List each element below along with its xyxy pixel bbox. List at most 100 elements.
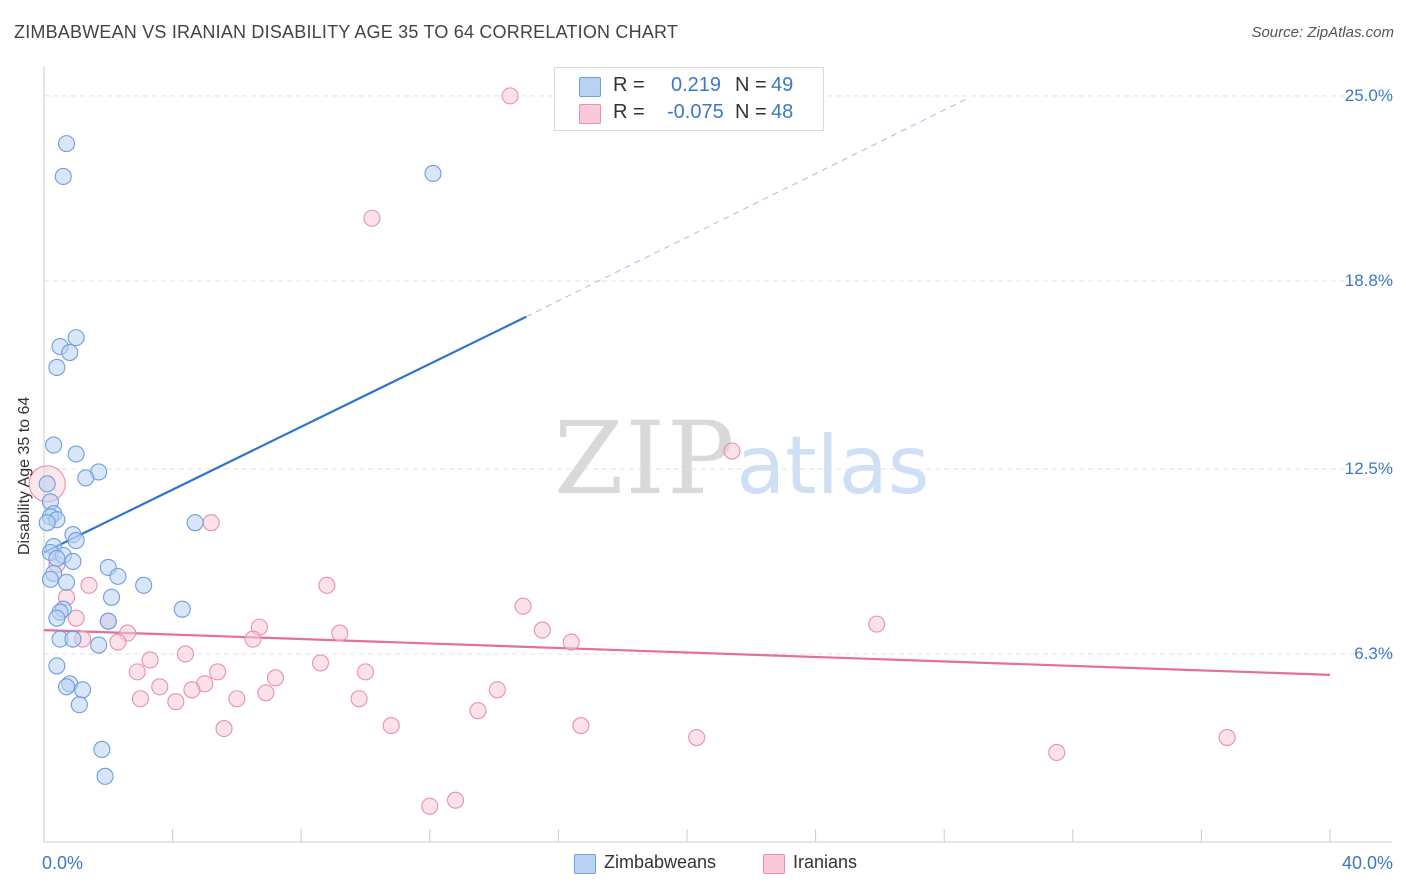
iranian-point	[469, 702, 487, 720]
stat-n-value: 48	[771, 101, 794, 123]
zimbabwean-point	[109, 567, 127, 585]
correlation-stats-box: R = 0.219 N = 49 R = -0.075 N = 48	[554, 67, 824, 131]
watermark: ZIPatlas	[554, 400, 930, 517]
iranian-point	[167, 693, 185, 711]
iranian-point	[244, 630, 262, 648]
zimbabwean-point	[57, 678, 76, 696]
iranian-point	[318, 576, 336, 594]
legend-label-zimbabweans: Zimbabweans	[604, 852, 717, 872]
iranian-point	[128, 663, 146, 681]
zimbabwean-point	[48, 609, 66, 627]
legend-item-zimbabweans[interactable]: Zimbabweans	[574, 852, 764, 876]
iranian-point	[501, 87, 519, 105]
legend-item-iranians[interactable]: Iranians	[763, 852, 903, 876]
iranian-point	[1048, 743, 1066, 762]
zimbabwean-trend-line	[43, 315, 527, 554]
stat-r-label: R =	[613, 101, 645, 123]
iranian-point	[446, 791, 465, 809]
watermark-zip: ZIP	[554, 400, 737, 517]
iranian-point	[488, 681, 506, 699]
iranian-point	[350, 690, 368, 708]
iranian-point	[723, 442, 741, 460]
iranian-point	[514, 597, 532, 615]
iranian-point	[363, 209, 381, 227]
zimbabwean-point	[67, 445, 85, 463]
zimbabwean-point	[67, 329, 85, 347]
zimbabwean-point	[48, 358, 66, 377]
zimbabwean-point	[74, 681, 92, 699]
zimbabwean-point	[77, 469, 95, 487]
iranian-point	[67, 609, 85, 627]
iranian-point	[141, 651, 159, 669]
stat-n-label: N =	[735, 101, 767, 123]
legend-swatch-iranians	[763, 854, 785, 874]
stat-r-value: 0.219	[671, 74, 722, 96]
y-tick-label: 25.0%	[1345, 86, 1393, 105]
zimbabwean-point	[90, 636, 108, 654]
zimbabwean-point	[48, 657, 66, 675]
iranian-point	[228, 690, 246, 708]
y-tick-label: 12.5%	[1345, 459, 1393, 478]
stat-swatch-iranians	[579, 104, 601, 124]
zimbabwean-point	[54, 167, 72, 186]
iranian-point	[533, 621, 551, 639]
iranian-point	[215, 720, 233, 738]
zimbabwean-point	[38, 514, 56, 532]
iranian-point	[80, 576, 98, 594]
zimbabwean-point	[48, 549, 66, 568]
iranian-point	[202, 514, 220, 532]
iranian-trend-line	[43, 629, 1331, 676]
iranian-point	[176, 645, 195, 663]
trend-layer	[43, 98, 1331, 676]
iranian-point	[356, 663, 375, 681]
stat-n-value: 49	[771, 74, 794, 96]
iranian-point	[688, 728, 706, 747]
zimbabwean-point	[135, 576, 153, 594]
chart-title: ZIMBABWEAN VS IRANIAN DISABILITY AGE 35 …	[14, 22, 679, 42]
zimbabwean-point	[102, 588, 121, 606]
tick-label-layer: 6.3% 12.5% 18.8% 25.0% 0.0% 40.0%	[42, 86, 1393, 873]
iranian-point	[421, 797, 439, 815]
iranian-point	[868, 615, 886, 633]
zimbabwean-point	[64, 552, 82, 571]
iranian-point	[311, 654, 330, 672]
stat-r-label: R =	[613, 74, 645, 96]
zimbabwean-point	[93, 740, 111, 759]
axis-layer	[43, 66, 1392, 843]
iranian-point	[266, 669, 285, 687]
points-layer	[28, 87, 1236, 815]
x-tick-label-max: 40.0%	[1342, 853, 1393, 873]
zimbabwean-point	[70, 696, 88, 714]
stat-swatch-zimbabweans	[579, 77, 601, 97]
legend-label-iranians: Iranians	[793, 852, 858, 872]
zimbabwean-point	[41, 570, 59, 588]
source-label: Source: ZipAtlas.com	[1251, 24, 1394, 41]
iranian-point	[382, 717, 400, 735]
zimbabwean-point	[61, 343, 79, 362]
zimbabwean-point	[173, 600, 191, 618]
zimbabwean-point	[186, 514, 204, 532]
stat-r-value: -0.075	[667, 101, 724, 123]
iranian-point	[109, 633, 127, 651]
y-tick-label: 18.8%	[1345, 271, 1393, 290]
y-tick-label: 6.3%	[1354, 644, 1393, 663]
zimbabwean-point	[424, 164, 442, 183]
iranian-point	[209, 663, 227, 681]
zimbabwean-point	[96, 767, 114, 785]
watermark-atlas: atlas	[736, 419, 930, 512]
iranian-point	[131, 690, 149, 708]
zimbabwean-point	[57, 573, 76, 591]
stat-n-label: N =	[735, 74, 767, 96]
iranian-point	[257, 684, 275, 702]
iranian-point	[331, 624, 349, 642]
zimbabwean-point	[38, 475, 56, 493]
zimbabwean-trend-extension	[526, 98, 967, 318]
zimbabwean-point	[67, 532, 85, 550]
iranian-point	[572, 717, 590, 735]
y-axis-label: Disability Age 35 to 64	[16, 396, 33, 555]
iranian-point	[562, 633, 580, 651]
iranian-point	[183, 681, 201, 699]
zimbabwean-point	[99, 612, 117, 630]
zimbabwean-point	[64, 630, 82, 648]
